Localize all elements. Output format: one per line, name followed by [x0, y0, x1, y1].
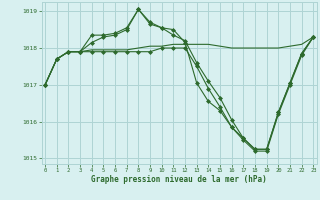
X-axis label: Graphe pression niveau de la mer (hPa): Graphe pression niveau de la mer (hPa) [91, 175, 267, 184]
